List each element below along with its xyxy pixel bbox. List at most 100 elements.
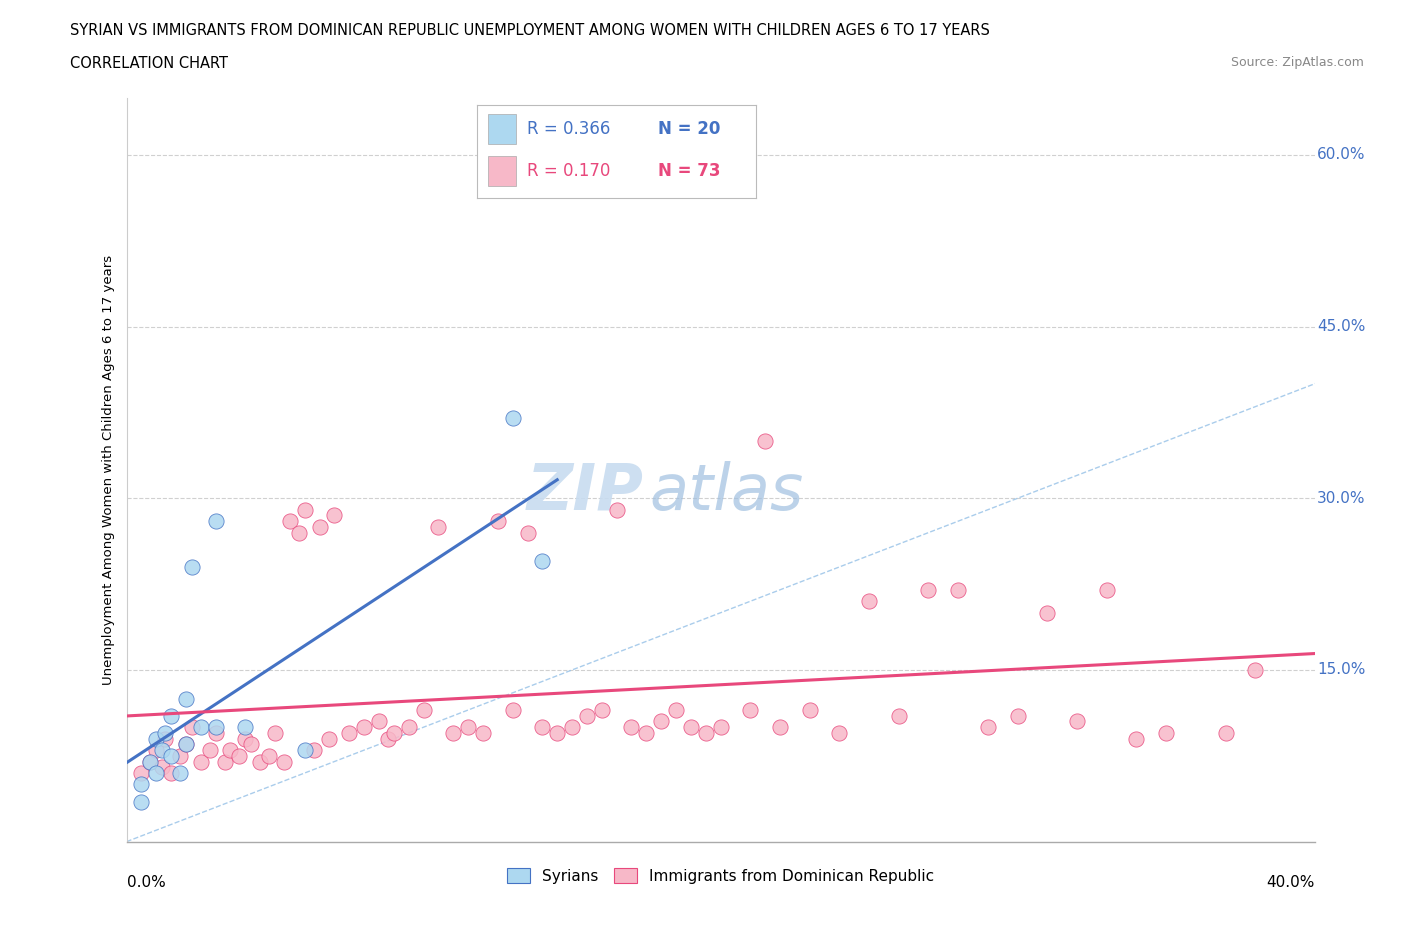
Point <box>150 743 173 758</box>
Point <box>561 720 583 735</box>
Point <box>169 749 191 764</box>
Point <box>1095 582 1118 597</box>
Point <box>160 765 183 780</box>
Point <box>219 743 242 758</box>
Point <box>412 702 434 717</box>
Point <box>427 520 450 535</box>
Point <box>799 702 821 717</box>
Point <box>174 691 197 706</box>
Point <box>174 737 197 751</box>
Point <box>917 582 939 597</box>
Point <box>214 754 236 769</box>
Point <box>233 720 256 735</box>
Point <box>204 720 226 735</box>
Point <box>368 714 391 729</box>
Point <box>531 553 554 568</box>
Point <box>486 513 509 528</box>
Point <box>288 525 311 540</box>
Point <box>131 794 153 809</box>
Point <box>591 702 613 717</box>
Point <box>665 702 688 717</box>
Point <box>150 760 173 775</box>
Point <box>153 725 176 740</box>
Point <box>977 720 1000 735</box>
Point <box>620 720 643 735</box>
Point <box>337 725 360 740</box>
Text: 15.0%: 15.0% <box>1317 662 1365 677</box>
Point <box>204 513 226 528</box>
Point <box>204 725 226 740</box>
Point <box>1215 725 1237 740</box>
Point <box>139 754 162 769</box>
Point <box>318 731 340 746</box>
Point <box>153 731 176 746</box>
Point <box>1066 714 1088 729</box>
Point <box>471 725 495 740</box>
Point <box>174 737 197 751</box>
Text: 30.0%: 30.0% <box>1317 491 1365 506</box>
Point <box>257 749 280 764</box>
Point <box>139 754 162 769</box>
Point <box>302 743 325 758</box>
Point <box>575 709 598 724</box>
Point <box>145 743 167 758</box>
Point <box>858 594 880 609</box>
Point <box>516 525 538 540</box>
Point <box>323 508 346 523</box>
Text: CORRELATION CHART: CORRELATION CHART <box>70 56 228 71</box>
Point <box>887 709 910 724</box>
Point <box>754 433 776 448</box>
Point <box>948 582 970 597</box>
Point <box>169 765 191 780</box>
Point <box>160 749 183 764</box>
Point <box>131 765 153 780</box>
Point <box>198 743 221 758</box>
Point <box>308 520 330 535</box>
Point <box>740 702 762 717</box>
Point <box>264 725 287 740</box>
Point <box>502 702 524 717</box>
Point <box>180 560 202 575</box>
Point <box>240 737 263 751</box>
Text: 45.0%: 45.0% <box>1317 319 1365 334</box>
Point <box>273 754 295 769</box>
Point <box>709 720 731 735</box>
Point <box>531 720 554 735</box>
Point <box>382 725 405 740</box>
Point <box>377 731 399 746</box>
Text: 60.0%: 60.0% <box>1317 147 1365 163</box>
Point <box>1125 731 1147 746</box>
Point <box>457 720 479 735</box>
Point <box>228 749 250 764</box>
Text: atlas: atlas <box>650 461 804 523</box>
Point <box>131 777 153 791</box>
Point <box>546 725 568 740</box>
Text: 40.0%: 40.0% <box>1267 875 1315 890</box>
Point <box>828 725 851 740</box>
Point <box>180 720 202 735</box>
Text: SYRIAN VS IMMIGRANTS FROM DOMINICAN REPUBLIC UNEMPLOYMENT AMONG WOMEN WITH CHILD: SYRIAN VS IMMIGRANTS FROM DOMINICAN REPU… <box>70 23 990 38</box>
Point <box>502 411 524 426</box>
Point <box>145 731 167 746</box>
Point <box>233 731 256 746</box>
Point <box>278 513 301 528</box>
Point <box>190 754 212 769</box>
Point <box>441 725 464 740</box>
Point <box>353 720 375 735</box>
Point <box>769 720 792 735</box>
Point <box>294 743 316 758</box>
Text: Source: ZipAtlas.com: Source: ZipAtlas.com <box>1230 56 1364 69</box>
Legend: Syrians, Immigrants from Dominican Republic: Syrians, Immigrants from Dominican Repub… <box>501 861 941 890</box>
Point <box>398 720 420 735</box>
Point <box>636 725 658 740</box>
Point <box>249 754 271 769</box>
Point <box>190 720 212 735</box>
Point <box>294 502 316 517</box>
Point <box>1154 725 1177 740</box>
Y-axis label: Unemployment Among Women with Children Ages 6 to 17 years: Unemployment Among Women with Children A… <box>103 255 115 684</box>
Point <box>145 765 167 780</box>
Point <box>1036 605 1059 620</box>
Point <box>160 709 183 724</box>
Point <box>1244 662 1267 677</box>
Text: ZIP: ZIP <box>526 461 644 523</box>
